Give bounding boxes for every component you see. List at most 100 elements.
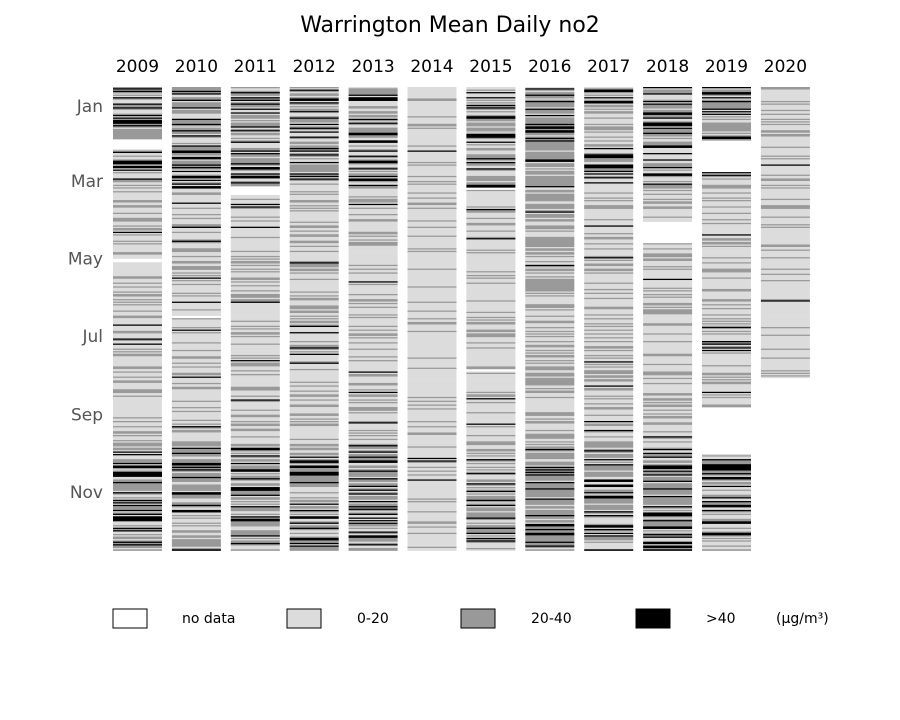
day-cell [643, 374, 693, 376]
day-cell [289, 334, 339, 337]
day-cell [407, 462, 457, 465]
day-cell [643, 196, 693, 198]
day-cell [289, 513, 339, 516]
day-cell [230, 471, 280, 474]
day-cell [230, 304, 280, 306]
day-cell [289, 160, 339, 163]
day-cell [289, 394, 339, 396]
day-cell [230, 440, 280, 442]
day-cell [171, 224, 221, 226]
day-cell [584, 117, 634, 120]
day-cell [702, 381, 751, 384]
day-cell [643, 155, 693, 158]
day-cell [348, 478, 398, 480]
day-cell [702, 329, 751, 332]
day-cell [113, 108, 162, 111]
day-cell [348, 428, 398, 431]
day-cell [171, 184, 221, 187]
day-cell [525, 178, 575, 181]
day-cell [466, 520, 516, 522]
day-cell [407, 272, 457, 274]
day-cell [407, 224, 457, 226]
day-cell [584, 465, 634, 468]
day-cell [171, 389, 221, 391]
day-cell [702, 121, 751, 123]
day-cell [348, 327, 398, 329]
day-cell [348, 241, 398, 244]
day-cell [760, 155, 810, 158]
day-cell [466, 116, 516, 118]
day-cell [525, 165, 575, 168]
day-cell [466, 194, 516, 197]
day-cell [230, 376, 280, 379]
day-cell [643, 445, 693, 447]
day-cell [466, 382, 516, 385]
day-cell [584, 393, 634, 395]
day-cell [466, 304, 516, 306]
day-cell [643, 100, 693, 103]
day-cell [171, 337, 221, 339]
day-cell [113, 159, 162, 161]
day-cell [171, 302, 221, 305]
day-cell [466, 139, 516, 141]
day-cell [466, 329, 516, 332]
day-cell [407, 346, 457, 348]
day-cell [702, 531, 751, 534]
day-cell [525, 429, 575, 432]
day-cell [289, 121, 339, 123]
day-cell [348, 170, 398, 173]
day-cell [760, 266, 810, 268]
day-cell [407, 235, 457, 238]
day-cell [643, 189, 693, 192]
day-cell [407, 520, 457, 522]
day-cell [230, 508, 280, 511]
day-cell [702, 126, 751, 128]
day-cell [466, 180, 516, 183]
day-cell [643, 207, 693, 210]
day-cell [348, 367, 398, 370]
day-cell [230, 302, 280, 305]
day-cell [289, 319, 339, 321]
day-cell [113, 535, 162, 537]
day-cell [643, 282, 693, 285]
day-cell [584, 320, 634, 323]
day-cell [643, 201, 693, 203]
day-cell [348, 371, 398, 374]
day-cell [171, 539, 221, 541]
day-cell [643, 187, 693, 189]
day-cell [643, 104, 693, 107]
day-cell [348, 211, 398, 214]
day-cell [289, 231, 339, 234]
day-cell [407, 544, 457, 546]
day-cell [230, 145, 280, 147]
day-cell [230, 276, 280, 278]
day-cell [171, 320, 221, 323]
day-cell [113, 492, 162, 494]
day-cell [643, 247, 693, 249]
day-cell [348, 103, 398, 106]
day-cell [584, 291, 634, 294]
day-cell [348, 497, 398, 499]
day-cell [466, 94, 516, 97]
day-cell [289, 337, 339, 339]
day-cell [407, 294, 457, 296]
day-cell [466, 454, 516, 456]
day-cell [643, 318, 693, 320]
day-cell [702, 365, 751, 367]
day-cell [113, 522, 162, 525]
day-cell [113, 267, 162, 269]
day-cell [113, 107, 162, 109]
day-cell [407, 304, 457, 306]
day-cell [289, 94, 339, 97]
day-cell [702, 389, 751, 391]
day-cell [113, 173, 162, 175]
day-cell [348, 549, 398, 551]
day-cell [348, 461, 398, 464]
day-cell [760, 191, 810, 193]
day-cell [407, 189, 457, 192]
day-cell [643, 386, 693, 389]
day-cell [230, 441, 280, 443]
day-cell [643, 400, 693, 403]
day-cell [230, 546, 280, 549]
day-cell [113, 384, 162, 386]
